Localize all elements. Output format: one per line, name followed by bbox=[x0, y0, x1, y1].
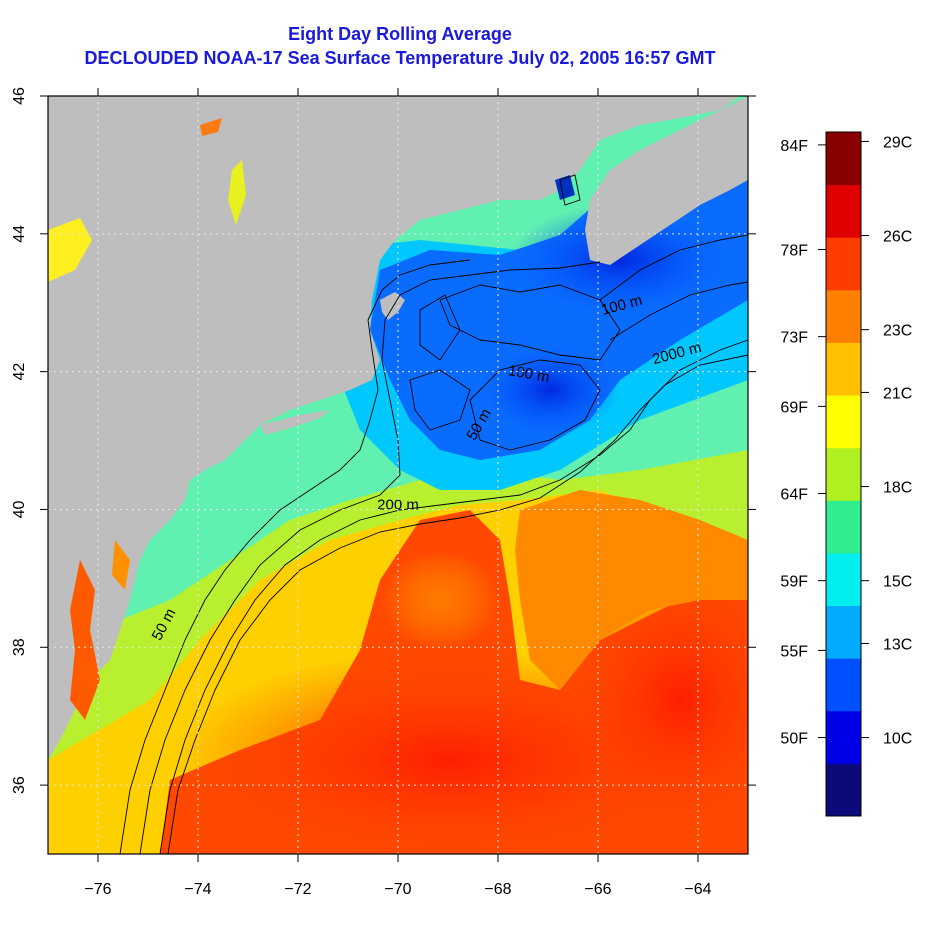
fahrenheit-tick-label: 84F bbox=[780, 138, 808, 155]
celsius-tick-label: 26C bbox=[883, 229, 912, 246]
contour-gulf-of-maine-basin bbox=[439, 284, 621, 361]
contour-inner-gulf-of-maine bbox=[419, 294, 461, 361]
contour-scotian-shelf bbox=[599, 234, 748, 301]
celsius-tick-label: 21C bbox=[883, 385, 912, 402]
contour-nantucket-shoals bbox=[409, 369, 471, 431]
colorbar-segment bbox=[826, 237, 861, 291]
land-northeast-us bbox=[48, 96, 740, 760]
celsius-tick-label: 23C bbox=[883, 323, 912, 340]
y-tick-label: 40 bbox=[11, 500, 28, 518]
inland-orange-patch bbox=[200, 118, 222, 136]
y-tick-label: 42 bbox=[11, 363, 28, 381]
y-tick-label: 36 bbox=[11, 776, 28, 794]
bay-of-fundy-cold-core bbox=[510, 205, 730, 315]
x-tick-label: −70 bbox=[384, 881, 411, 898]
colorbar-segment bbox=[826, 658, 861, 712]
grid bbox=[48, 95, 748, 854]
contour-2000m bbox=[167, 354, 748, 854]
fahrenheit-tick-label: 50F bbox=[780, 731, 808, 748]
colorbar-frame bbox=[825, 131, 862, 817]
x-tick-label: −72 bbox=[284, 881, 311, 898]
colorbar-segment bbox=[826, 184, 861, 238]
contour-georges-bank bbox=[469, 359, 601, 451]
land bbox=[48, 96, 748, 760]
chesapeake-bay bbox=[70, 560, 100, 720]
delaware-bay bbox=[112, 540, 130, 590]
colorbar-segment bbox=[826, 605, 861, 659]
warm-core-ring bbox=[515, 490, 748, 690]
contour-bay-of-fundy bbox=[559, 174, 581, 206]
colorbar-segment bbox=[826, 500, 861, 554]
lake-yellow-patch bbox=[48, 218, 92, 282]
x-tick-label: −76 bbox=[84, 881, 111, 898]
celsius-tick-label: 18C bbox=[883, 480, 912, 497]
georges-bank-cold-core bbox=[480, 345, 620, 435]
celsius-tick-label: 15C bbox=[883, 574, 912, 591]
y-tick-label: 38 bbox=[11, 638, 28, 656]
colorbar-segment bbox=[826, 763, 861, 817]
axes: −76 −74 −72 −70 −68 −66 −64 36 38 40 42 44 46 bbox=[11, 87, 756, 898]
y-tick-label: 44 bbox=[11, 225, 28, 243]
fahrenheit-tick-label: 59F bbox=[780, 574, 808, 591]
celsius-tick-label: 10C bbox=[883, 731, 912, 748]
map-title: Eight Day Rolling Average bbox=[288, 24, 512, 44]
contour-scotian-shelf-2 bbox=[609, 281, 748, 341]
colorbar: 29C 26C 23C 21C 18C 15C 13C 10C 84F 78F 73F 69F 64F 5… bbox=[780, 131, 912, 817]
y-tick-label: 46 bbox=[11, 87, 28, 105]
land-nova-scotia bbox=[585, 96, 748, 265]
celsius-tick-label: 29C bbox=[883, 134, 912, 151]
colorbar-segment bbox=[826, 447, 861, 501]
colorbar-segment bbox=[826, 552, 861, 607]
contour-100m bbox=[139, 261, 601, 854]
fahrenheit-tick-label: 69F bbox=[780, 399, 808, 416]
map-subtitle: DECLOUDED NOAA-17 Sea Surface Temperatur… bbox=[84, 48, 716, 68]
colorbar-segment bbox=[826, 132, 861, 186]
bathymetry-contours bbox=[119, 174, 748, 854]
contour-50m bbox=[119, 259, 471, 854]
x-tick-label: −64 bbox=[684, 881, 711, 898]
x-tick-label: −68 bbox=[484, 881, 511, 898]
fahrenheit-tick-label: 78F bbox=[780, 242, 808, 259]
contour-label: 100 m bbox=[507, 362, 551, 386]
land-cape-cod bbox=[380, 292, 405, 320]
colorbar-segment bbox=[826, 342, 861, 396]
land-long-island bbox=[260, 410, 330, 435]
x-tick-label: −74 bbox=[184, 881, 211, 898]
fahrenheit-tick-label: 73F bbox=[780, 330, 808, 347]
colorbar-segment bbox=[826, 289, 861, 343]
x-tick-label: −66 bbox=[584, 881, 611, 898]
contour-200m bbox=[159, 339, 748, 854]
warm-spot bbox=[380, 550, 500, 650]
colorbar-segment bbox=[826, 395, 861, 449]
celsius-tick-label: 13C bbox=[883, 636, 912, 653]
inland-yellow-patch bbox=[228, 160, 246, 225]
fahrenheit-tick-label: 55F bbox=[780, 643, 808, 660]
fahrenheit-tick-label: 64F bbox=[780, 487, 808, 504]
colorbar-segment bbox=[826, 710, 861, 764]
